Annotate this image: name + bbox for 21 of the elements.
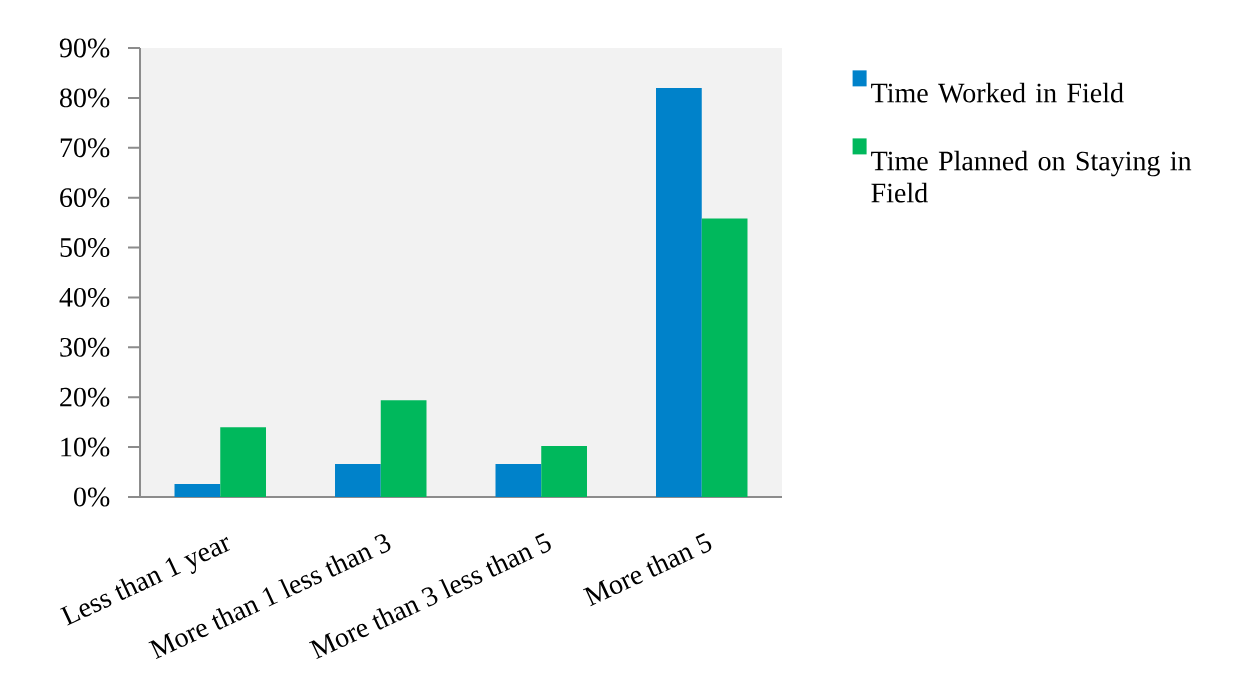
y-tick-label: 40% (59, 287, 110, 307)
y-tick-label: 0% (74, 487, 110, 507)
bar (541, 446, 587, 497)
bar (335, 464, 381, 497)
bar (174, 484, 221, 497)
y-tick-label: 60% (60, 188, 110, 208)
y-tick-label: 30% (60, 337, 110, 357)
bar (495, 464, 542, 497)
y-tick-label: 50% (60, 238, 110, 258)
y-tick-label: 20% (60, 387, 110, 407)
bar (656, 87, 702, 497)
legend-label: Time Planned on Staying in Field (871, 150, 1192, 203)
y-tick-label: 90% (59, 38, 110, 58)
bar (220, 427, 266, 497)
y-tick-label: 70% (60, 138, 110, 158)
y-tick-label: 10% (61, 437, 110, 457)
y-tick-label: 80% (60, 88, 110, 108)
x-tick-label: More than 5 (582, 533, 712, 607)
legend-label: Time Worked in Field (871, 82, 1124, 103)
bar (380, 400, 427, 497)
bar (701, 218, 748, 497)
